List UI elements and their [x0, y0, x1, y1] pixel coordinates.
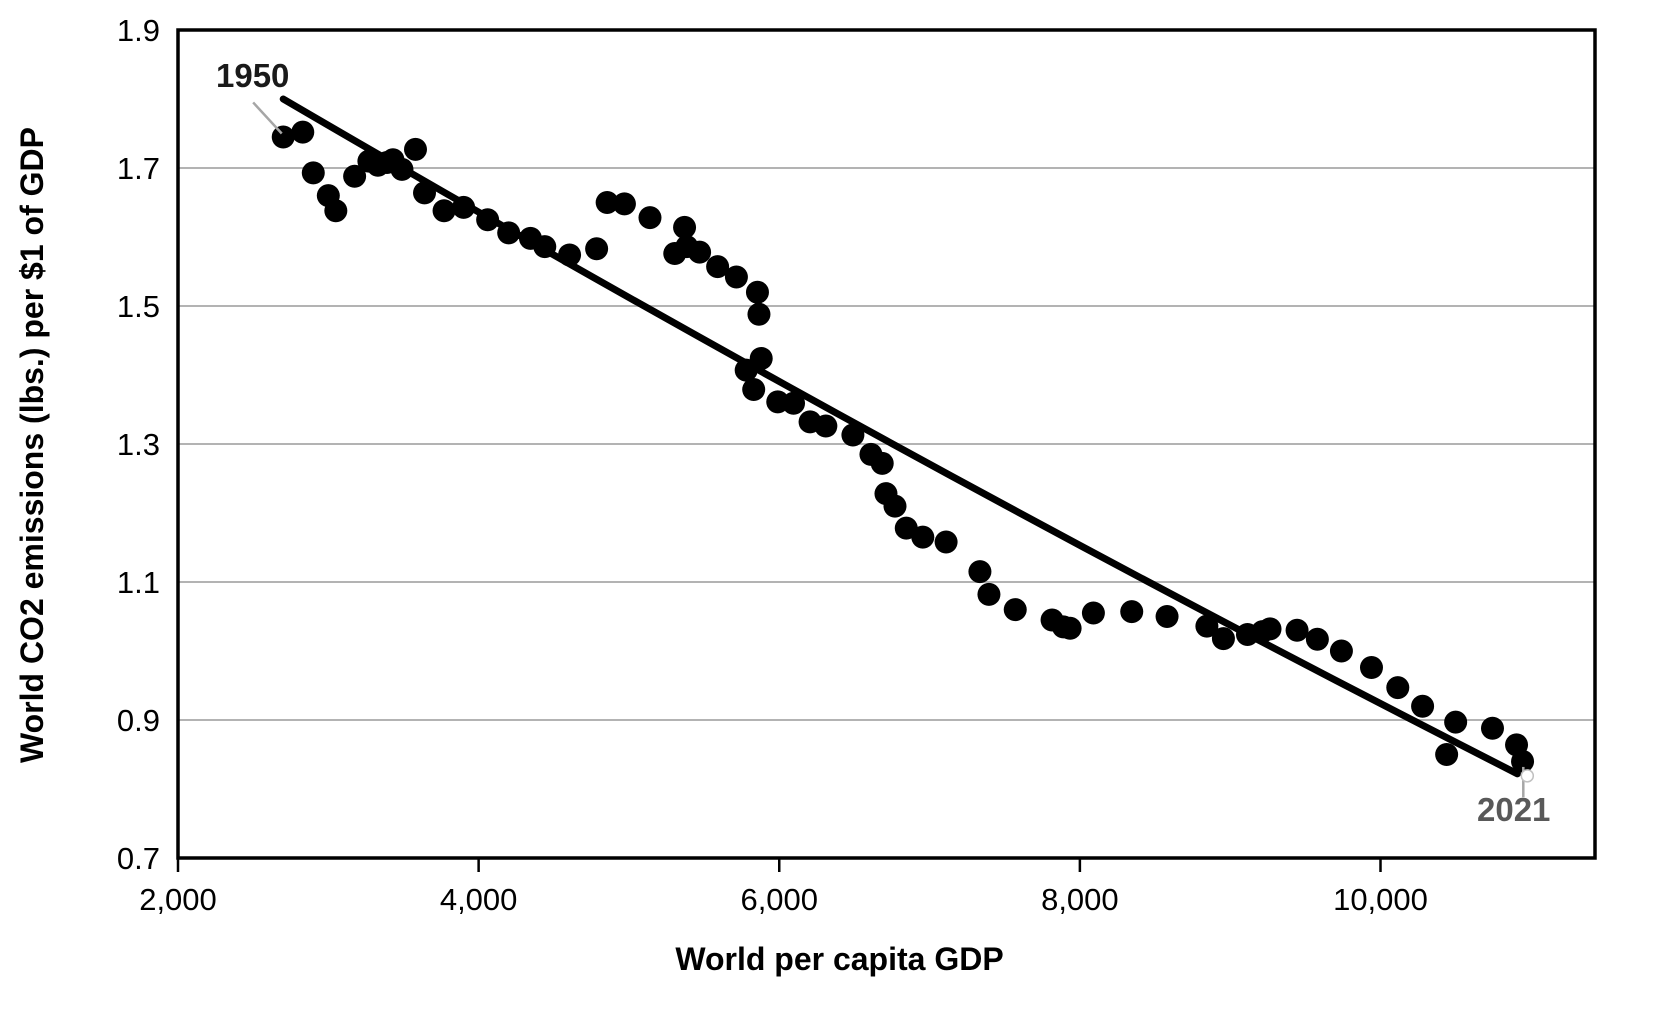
data-point	[1003, 598, 1027, 622]
data-point	[1305, 627, 1329, 651]
data-point	[324, 199, 348, 223]
plot-frame	[176, 28, 1597, 860]
data-point	[745, 280, 769, 304]
x-tick-label: 2,000	[139, 882, 217, 917]
trend-line	[279, 95, 1521, 778]
x-tick-label: 4,000	[440, 882, 518, 917]
data-point	[1359, 656, 1383, 680]
data-point	[1120, 600, 1144, 624]
data-point	[1511, 749, 1535, 773]
x-tick-label: 8,000	[1041, 882, 1119, 917]
data-point	[814, 414, 838, 438]
data-point	[688, 240, 712, 264]
y-tick-label: 1.5	[117, 289, 160, 324]
data-point	[1155, 605, 1179, 628]
trend-end-open-marker	[1520, 769, 1535, 783]
data-point	[968, 560, 992, 584]
data-point	[706, 255, 730, 279]
data-point	[585, 237, 609, 261]
y-tick-label: 1.9	[117, 13, 160, 48]
data-point	[432, 199, 456, 223]
data-point	[1480, 716, 1504, 740]
data-point	[673, 215, 697, 239]
data-point	[911, 525, 935, 549]
data-point	[1258, 617, 1282, 641]
data-point	[1444, 710, 1468, 734]
annotation-leader-line	[252, 101, 283, 135]
data-point	[1435, 743, 1459, 766]
data-point	[1081, 601, 1105, 625]
data-point	[724, 265, 748, 289]
data-point	[343, 164, 367, 188]
annotation-start-year: 1950	[216, 57, 290, 94]
y-tick-label: 0.7	[117, 841, 160, 876]
data-point	[1211, 627, 1235, 651]
x-tick-label: 6,000	[740, 882, 818, 917]
y-axis-title: World CO2 emissions (lbs.) per $1 of GDP	[14, 127, 50, 763]
data-point	[291, 120, 315, 144]
data-point	[638, 206, 662, 230]
x-tick-label: 10,000	[1333, 882, 1428, 917]
annotation-end-year: 2021	[1477, 791, 1551, 828]
data-point	[1386, 676, 1410, 700]
data-point	[977, 582, 1001, 606]
data-point	[271, 125, 295, 149]
data-point	[934, 530, 958, 554]
data-point	[403, 137, 427, 161]
data-point	[612, 192, 636, 216]
data-point	[1195, 614, 1219, 638]
data-point	[301, 161, 325, 185]
data-point	[595, 191, 619, 214]
data-point	[870, 451, 894, 475]
y-tick-label: 1.7	[117, 151, 160, 186]
y-tick-label: 0.9	[117, 703, 160, 738]
data-point	[1411, 694, 1435, 718]
data-point	[782, 391, 806, 415]
data-point	[747, 302, 771, 326]
data-point	[742, 377, 766, 401]
y-tick-label: 1.1	[117, 565, 160, 600]
data-point	[1285, 618, 1309, 642]
data-point	[883, 494, 907, 518]
data-point	[1329, 639, 1353, 663]
x-axis-title: World per capita GDP	[675, 941, 1004, 977]
y-tick-label: 1.3	[117, 427, 160, 462]
data-point	[1058, 616, 1082, 640]
